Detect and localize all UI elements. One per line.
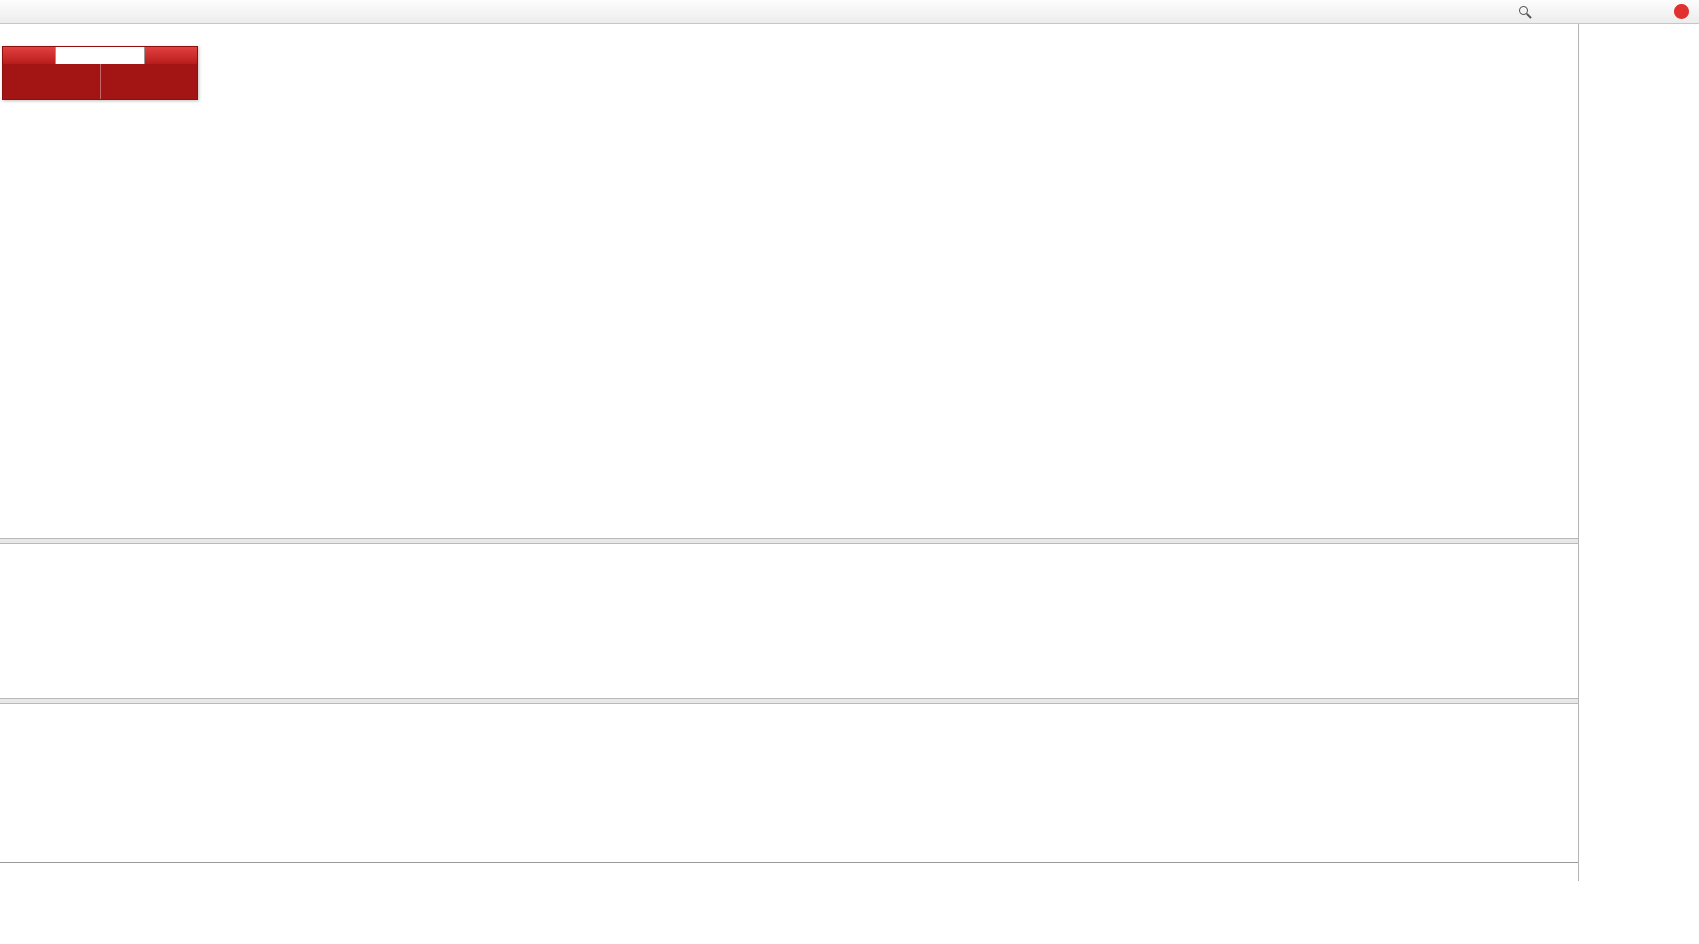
panel-splitter[interactable] [0, 698, 1578, 704]
volume-input[interactable] [55, 47, 145, 64]
rsi-panel [0, 704, 1578, 862]
macd-canvas[interactable] [0, 544, 1578, 698]
sell-price[interactable] [3, 64, 101, 99]
chart-window [0, 24, 1579, 881]
search-icon[interactable] [1518, 5, 1532, 19]
toolbar-right [1518, 4, 1695, 19]
search-icon-handle [1526, 12, 1532, 19]
macd-panel [0, 544, 1578, 698]
main-chart-panel [0, 24, 1578, 538]
one-click-trading-panel [2, 46, 198, 100]
time-axis[interactable] [0, 862, 1578, 881]
sell-button[interactable] [3, 47, 55, 64]
main-chart-canvas[interactable] [0, 24, 1578, 538]
search-icon-glass [1519, 5, 1528, 15]
buy-price[interactable] [101, 64, 198, 99]
buy-button[interactable] [145, 47, 197, 64]
notification-badge[interactable] [1674, 4, 1689, 19]
one-click-top-row [3, 47, 197, 64]
toolbar [0, 0, 1699, 24]
rsi-canvas[interactable] [0, 704, 1578, 862]
panel-splitter[interactable] [0, 538, 1578, 544]
one-click-price-row [3, 64, 197, 99]
